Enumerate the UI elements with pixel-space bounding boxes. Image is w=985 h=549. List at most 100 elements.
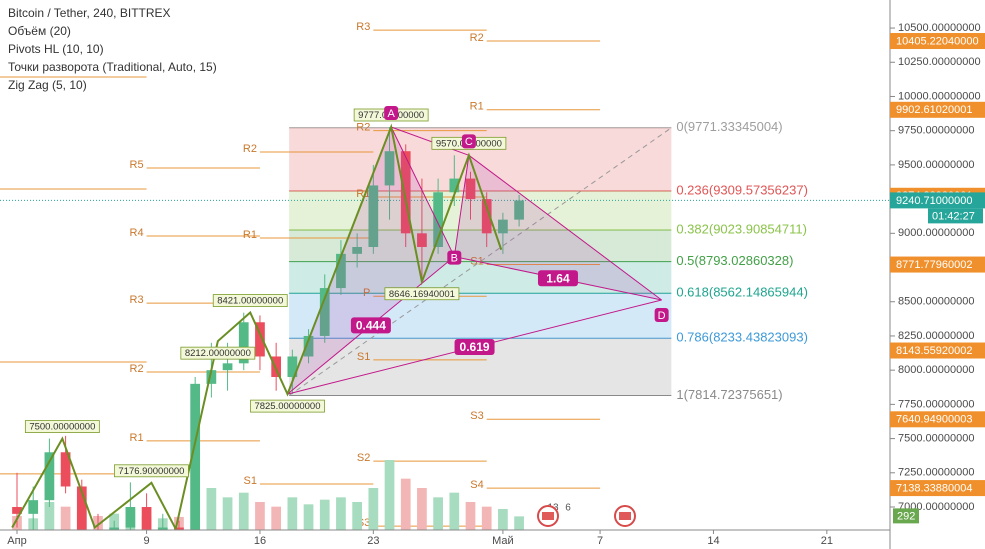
y-tick-label: 10500.00000000 (898, 22, 981, 34)
y-tick-label: 9000.00000000 (898, 227, 974, 239)
pivot-label: R1 (470, 101, 484, 113)
volume-bar (271, 506, 282, 530)
legend-entry: Bitcoin / Tether, 240, BITTREX (8, 6, 171, 20)
pattern-fill (287, 126, 455, 395)
pattern-point-box (447, 250, 462, 265)
x-tick-label: 9 (144, 535, 150, 547)
candle-body (222, 363, 233, 371)
pivot-label: R2 (470, 32, 484, 44)
pattern-point-label: C (465, 136, 473, 148)
candle-body (76, 486, 87, 530)
y-tick-label: 9500.00000000 (898, 159, 974, 171)
volume-bar (255, 502, 265, 530)
y-tick-label: 8250.00000000 (898, 330, 974, 342)
volume-bar (465, 502, 476, 530)
legend-entry: Zig Zag (5, 10) (8, 78, 87, 92)
legend: Bitcoin / Tether, 240, BITTREX Объём (20)… (8, 6, 217, 92)
pattern-point-label: B (451, 252, 458, 264)
candle-body (336, 253, 346, 289)
volume-bar (384, 460, 395, 530)
zigzag-label: 8421.00000000 (217, 296, 283, 307)
pivot-label: R3 (130, 294, 144, 306)
pivot-label: S2 (357, 452, 370, 464)
price-label: 9902.61020001 (896, 104, 972, 116)
ratio-box (454, 339, 495, 356)
price-label-box (890, 33, 985, 50)
zigzag-label-box (384, 287, 460, 301)
x-tick-label: 14 (707, 535, 719, 547)
fib-label: 0.236(9309.57356237) (676, 182, 808, 197)
event-icon-flag (619, 512, 631, 520)
volume-bar (498, 509, 508, 530)
fib-trend-line (288, 127, 672, 396)
price-label-box (890, 411, 985, 428)
candle-body (28, 500, 39, 514)
volume-bar (368, 488, 379, 530)
candle-body (109, 527, 120, 530)
candle-body (141, 507, 152, 530)
ratio-label: 0.619 (460, 340, 490, 354)
y-tick-label: 7500.00000000 (898, 432, 974, 444)
pivot-label: S4 (470, 479, 483, 491)
y-tick-label: 7250.00000000 (898, 467, 974, 479)
legend-entry: Объём (20) (8, 24, 71, 38)
x-tick-label: Май (492, 535, 514, 547)
candle-body (319, 288, 330, 336)
pattern-point-label: A (387, 108, 395, 120)
ratio-label: 0.444 (356, 319, 386, 333)
candle-body (125, 507, 136, 528)
price-label: 9240.71000000 (896, 195, 972, 207)
zigzag-label-box (212, 294, 288, 307)
pattern-line (390, 126, 455, 257)
candle-body (303, 335, 314, 357)
price-label-box (890, 192, 985, 209)
volume-bar (514, 516, 524, 530)
price-label: 8771.77960002 (896, 259, 972, 271)
zigzag-label: 7500.00000000 (29, 422, 95, 433)
ratio-box (537, 270, 578, 287)
fib-label: 0.382(9023.90854711) (676, 221, 807, 236)
pattern-point-box (461, 134, 476, 149)
x-tick-label: 21 (821, 535, 833, 547)
fib-label: 0.786(8233.43823093) (676, 330, 808, 345)
y-tick-label: 10000.00000000 (898, 90, 981, 102)
candle-body (157, 527, 168, 530)
pivot-label: R2 (356, 122, 370, 134)
y-tick-label: 10250.00000000 (898, 56, 981, 68)
pattern-fill (454, 155, 662, 300)
candle-body (12, 507, 22, 514)
x-tick-label: Апр (7, 535, 26, 547)
countdown: 01:42:27 (932, 210, 975, 222)
plot-area: 0(9771.33345004) 0.236(9309.57356237) 0.38… (0, 21, 890, 530)
pivot-label: R4 (130, 227, 144, 239)
legend-entry: Pivots HL (10, 10) (8, 42, 104, 56)
event-count: 6 (565, 503, 571, 514)
zigzag-label: 8646.16940001 (389, 289, 455, 300)
pattern-line (453, 155, 470, 257)
volume-bar (319, 499, 330, 530)
pivot-label: S3 (470, 410, 483, 422)
volume-bar (287, 497, 298, 530)
candle-body (384, 151, 395, 186)
zigzag-label: 7825.00000000 (254, 401, 320, 412)
price-label: 7640.94900003 (896, 414, 972, 426)
pivot-label: R2 (130, 363, 144, 375)
volume-label: 292 (897, 510, 915, 522)
volume-bar (44, 502, 55, 530)
candle-body (417, 233, 427, 248)
zigzag-label: 8212.00000000 (185, 348, 251, 359)
candle-body (481, 199, 492, 234)
candle-body (465, 178, 476, 200)
pivot-label: R5 (130, 159, 144, 171)
fib-band (289, 261, 672, 294)
y-tick-label: 9750.00000000 (898, 125, 974, 137)
pattern-line (390, 126, 470, 156)
candle-body (174, 527, 184, 530)
pattern-point-label: D (658, 310, 666, 322)
ratio-box (350, 317, 391, 334)
candle-body (238, 322, 249, 364)
price-label-box (890, 480, 985, 497)
pivot-label: R2 (243, 143, 257, 155)
